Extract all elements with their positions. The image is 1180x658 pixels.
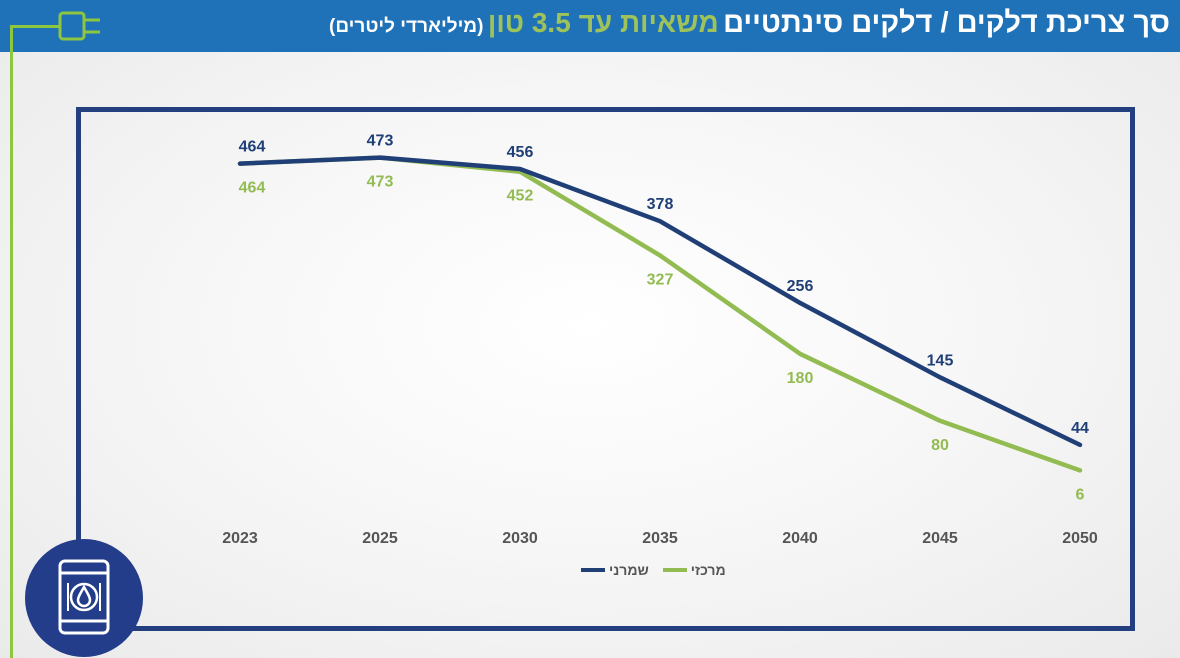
badge-circle: [25, 539, 143, 657]
title-sub: משאיות עד 3.5 טון: [487, 7, 719, 38]
data-label-central: 473: [367, 174, 394, 191]
oil-barrel-icon: [58, 559, 110, 635]
x-tick-label: 2025: [362, 530, 398, 547]
data-label-central: 80: [931, 437, 949, 454]
legend-item-central: מרכזי: [662, 562, 726, 578]
page-title: סך צריכת דלקים / דלקים סינתטיים משאיות ע…: [329, 0, 1170, 46]
legend-swatch-conservative: [581, 568, 605, 572]
chart-frame: [76, 107, 1135, 631]
plug-icon: [58, 11, 100, 41]
x-tick-label: 2030: [502, 530, 538, 547]
connector-line-vertical: [10, 25, 13, 658]
data-label-conservative: 473: [367, 133, 394, 150]
data-label-central: 464: [239, 180, 266, 197]
background: [0, 52, 1180, 658]
title-main: סך צריכת דלקים / דלקים סינתטיים: [723, 7, 1170, 39]
data-label-central: 327: [647, 271, 674, 288]
data-label-central: 452: [507, 188, 534, 205]
connector-line-horizontal: [10, 25, 60, 28]
data-label-conservative: 464: [239, 139, 266, 156]
legend-swatch-central: [662, 568, 687, 572]
chart-legend: שמרני מרכזי: [581, 560, 726, 580]
x-tick-label: 2035: [642, 530, 678, 547]
x-tick-label: 2050: [1062, 530, 1098, 547]
data-label-conservative: 378: [647, 196, 674, 213]
data-label-central: 6: [1076, 486, 1085, 503]
data-label-conservative: 456: [507, 144, 534, 161]
title-unit: (מיליארדי ליטרים): [329, 16, 484, 37]
series-line-conservative: [237, 155, 1083, 448]
legend-item-conservative: שמרני: [581, 562, 649, 578]
legend-label-conservative: שמרני: [609, 562, 649, 578]
x-tick-label: 2040: [782, 530, 818, 547]
data-label-central: 180: [787, 370, 814, 387]
x-tick-label: 2023: [222, 530, 258, 547]
legend-label-central: מרכזי: [690, 562, 726, 578]
x-tick-label: 2045: [922, 530, 958, 547]
data-label-conservative: 44: [1071, 420, 1089, 437]
header-bar: סך צריכת דלקים / דלקים סינתטיים משאיות ע…: [0, 0, 1180, 52]
data-label-conservative: 145: [927, 352, 954, 369]
data-label-conservative: 256: [787, 278, 814, 295]
